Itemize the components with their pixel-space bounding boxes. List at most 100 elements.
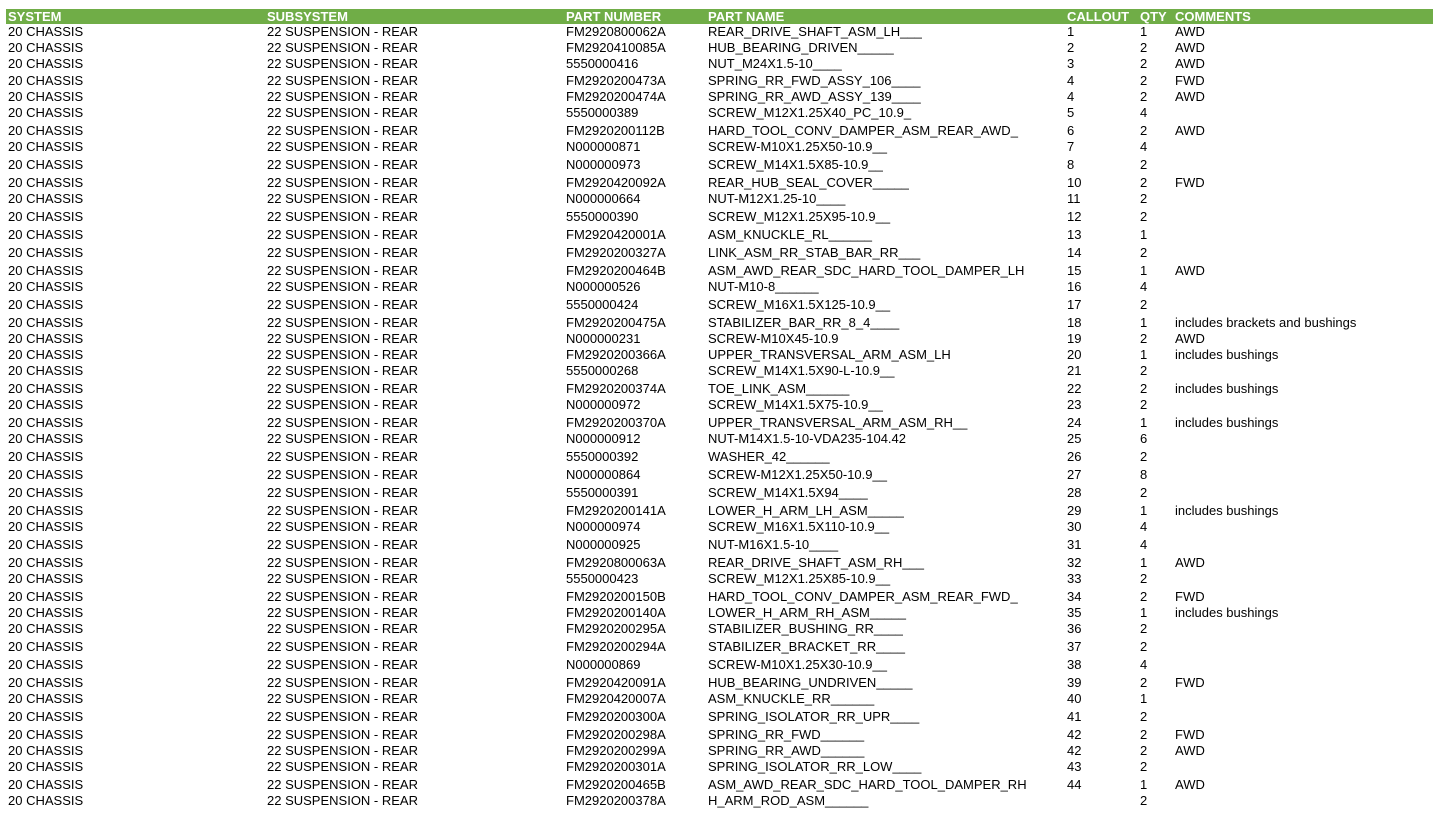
cell-system: 20 CHASSIS (8, 709, 84, 724)
cell-subsystem: 22 SUSPENSION - REAR (267, 709, 418, 724)
cell-subsystem: 22 SUSPENSION - REAR (267, 639, 418, 654)
cell-part-number: FM2920200370A (566, 415, 666, 430)
cell-part-number: 5550000268 (566, 363, 639, 378)
cell-system: 20 CHASSIS (8, 347, 84, 362)
cell-system: 20 CHASSIS (8, 157, 84, 172)
cell-callout: 19 (1067, 331, 1082, 346)
cell-qty: 1 (1140, 415, 1148, 430)
cell-system: 20 CHASSIS (8, 263, 84, 278)
header-system: SYSTEM (8, 9, 62, 24)
cell-qty: 2 (1140, 381, 1148, 396)
cell-part-name: SPRING_ISOLATOR_RR_UPR____ (708, 709, 920, 724)
cell-system: 20 CHASSIS (8, 415, 84, 430)
cell-system: 20 CHASSIS (8, 279, 84, 294)
cell-part-number: FM2920200327A (566, 245, 666, 260)
cell-part-name: HUB_BEARING_UNDRIVEN_____ (708, 675, 913, 690)
cell-callout: 43 (1067, 759, 1082, 774)
cell-qty: 1 (1140, 347, 1148, 362)
table-row: 20 CHASSIS 22 SUSPENSION - REAR FM29208000… (0, 555, 1435, 571)
table-row: 20 CHASSIS 22 SUSPENSION - REAR 5550000390… (0, 209, 1435, 225)
header-callout: CALLOUT (1067, 9, 1130, 24)
cell-callout: 42 (1067, 727, 1082, 742)
cell-subsystem: 22 SUSPENSION - REAR (267, 297, 418, 312)
cell-subsystem: 22 SUSPENSION - REAR (267, 727, 418, 742)
cell-qty: 2 (1140, 363, 1148, 378)
cell-qty: 1 (1140, 691, 1148, 706)
cell-system: 20 CHASSIS (8, 743, 84, 758)
cell-callout: 14 (1067, 245, 1082, 260)
cell-system: 20 CHASSIS (8, 589, 84, 604)
cell-qty: 2 (1140, 793, 1148, 808)
cell-part-number: N000000974 (566, 519, 641, 534)
cell-system: 20 CHASSIS (8, 639, 84, 654)
cell-callout: 26 (1067, 449, 1082, 464)
cell-callout: 8 (1067, 157, 1075, 172)
cell-part-name: SPRING_ISOLATOR_RR_LOW____ (708, 759, 922, 774)
cell-part-number: FM2920200464B (566, 263, 666, 278)
cell-comments: AWD (1175, 777, 1205, 792)
table-row: 20 CHASSIS 22 SUSPENSION - REAR 5550000392… (0, 449, 1435, 465)
cell-part-number: FM2920200295A (566, 621, 666, 636)
cell-callout: 17 (1067, 297, 1082, 312)
cell-callout: 7 (1067, 139, 1075, 154)
table-row: 20 CHASSIS 22 SUSPENSION - REAR FM29202004… (0, 315, 1435, 331)
cell-qty: 8 (1140, 467, 1148, 482)
cell-callout: 27 (1067, 467, 1082, 482)
cell-part-name: ASM_AWD_REAR_SDC_HARD_TOOL_DAMPER_LH (708, 263, 1025, 278)
cell-part-name: SCREW_M14X1.5X90-L-10.9__ (708, 363, 895, 378)
table-row: 20 CHASSIS 22 SUSPENSION - REAR N000000526… (0, 279, 1435, 295)
cell-qty: 4 (1140, 537, 1148, 552)
table-row: 20 CHASSIS 22 SUSPENSION - REAR FM29202001… (0, 123, 1435, 139)
cell-qty: 2 (1140, 675, 1148, 690)
table-row: 20 CHASSIS 22 SUSPENSION - REAR FM29202003… (0, 245, 1435, 261)
cell-part-name: SPRING_RR_FWD_ASSY_106____ (708, 73, 921, 88)
cell-part-name: STABILIZER_BRACKET_RR____ (708, 639, 905, 654)
cell-part-number: FM2920200294A (566, 639, 666, 654)
cell-part-number: FM2920420091A (566, 675, 666, 690)
cell-comments: AWD (1175, 56, 1205, 71)
table-row: 20 CHASSIS 22 SUSPENSION - REAR FM29204200… (0, 175, 1435, 191)
cell-subsystem: 22 SUSPENSION - REAR (267, 227, 418, 242)
cell-qty: 4 (1140, 139, 1148, 154)
table-row: 20 CHASSIS 22 SUSPENSION - REAR FM29202004… (0, 263, 1435, 279)
cell-system: 20 CHASSIS (8, 431, 84, 446)
cell-callout: 24 (1067, 415, 1082, 430)
table-row: 20 CHASSIS 22 SUSPENSION - REAR N000000912… (0, 431, 1435, 447)
cell-qty: 4 (1140, 105, 1148, 120)
cell-part-name: NUT-M16X1.5-10____ (708, 537, 839, 552)
cell-subsystem: 22 SUSPENSION - REAR (267, 503, 418, 518)
cell-qty: 2 (1140, 759, 1148, 774)
table-row: 20 CHASSIS 22 SUSPENSION - REAR 5550000268… (0, 363, 1435, 379)
cell-system: 20 CHASSIS (8, 537, 84, 552)
header-comments: COMMENTS (1175, 9, 1251, 24)
header-part-name: PART NAME (708, 9, 785, 24)
cell-subsystem: 22 SUSPENSION - REAR (267, 415, 418, 430)
table-row: 20 CHASSIS 22 SUSPENSION - REAR 5550000389… (0, 105, 1435, 121)
table-row: 20 CHASSIS 22 SUSPENSION - REAR FM29204200… (0, 227, 1435, 243)
cell-part-number: FM2920200298A (566, 727, 666, 742)
cell-qty: 1 (1140, 315, 1148, 330)
cell-part-name: UPPER_TRANSVERSAL_ARM_ASM_RH__ (708, 415, 968, 430)
cell-system: 20 CHASSIS (8, 297, 84, 312)
cell-subsystem: 22 SUSPENSION - REAR (267, 793, 418, 808)
cell-part-number: FM2920200299A (566, 743, 666, 758)
cell-part-name: NUT-M12X1.25-10____ (708, 191, 846, 206)
cell-callout: 30 (1067, 519, 1082, 534)
cell-comments: FWD (1175, 589, 1205, 604)
cell-part-name: STABILIZER_BAR_RR_8_4____ (708, 315, 900, 330)
cell-system: 20 CHASSIS (8, 331, 84, 346)
cell-callout: 16 (1067, 279, 1082, 294)
cell-callout: 21 (1067, 363, 1082, 378)
cell-callout: 18 (1067, 315, 1082, 330)
table-row: 20 CHASSIS 22 SUSPENSION - REAR N000000864… (0, 467, 1435, 483)
cell-system: 20 CHASSIS (8, 691, 84, 706)
table-row: 20 CHASSIS 22 SUSPENSION - REAR FM29202004… (0, 73, 1435, 89)
table-row: 20 CHASSIS 22 SUSPENSION - REAR 5550000423… (0, 571, 1435, 587)
cell-subsystem: 22 SUSPENSION - REAR (267, 191, 418, 206)
cell-subsystem: 22 SUSPENSION - REAR (267, 571, 418, 586)
cell-callout: 15 (1067, 263, 1082, 278)
cell-subsystem: 22 SUSPENSION - REAR (267, 139, 418, 154)
cell-callout: 32 (1067, 555, 1082, 570)
cell-qty: 2 (1140, 727, 1148, 742)
cell-callout: 25 (1067, 431, 1082, 446)
